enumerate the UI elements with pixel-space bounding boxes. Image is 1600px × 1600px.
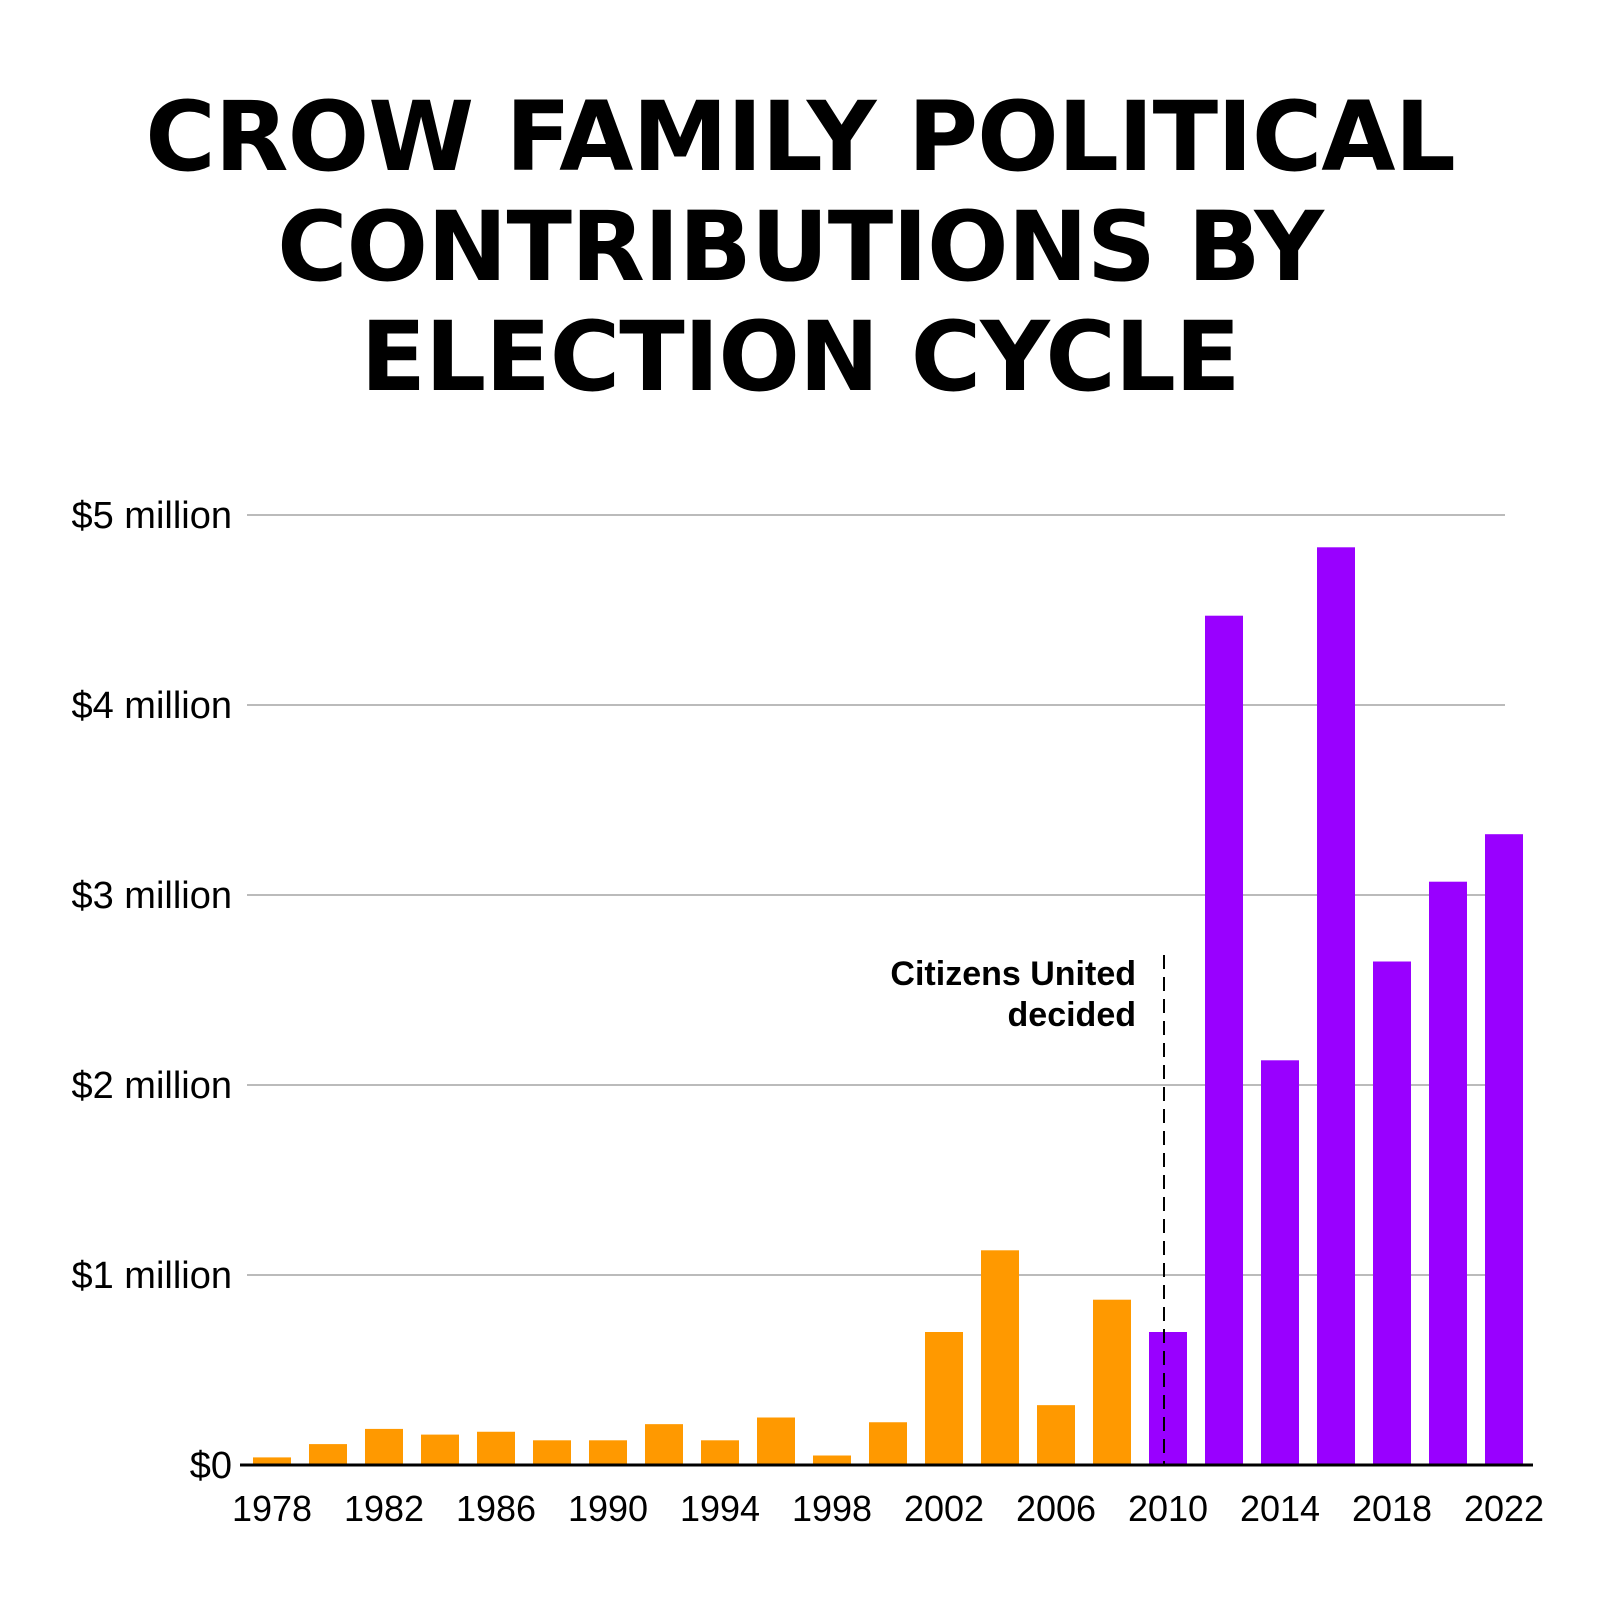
x-tick-label: 2014 bbox=[1240, 1488, 1320, 1529]
annotation-label-line-1: Citizens United bbox=[890, 955, 1136, 993]
bar bbox=[757, 1417, 795, 1465]
bar bbox=[1261, 1060, 1299, 1465]
y-axis-labels: $0 $1 million $2 million $3 million $4 milli… bbox=[71, 495, 232, 1487]
citizens-united-annotation: Citizens United decided bbox=[890, 955, 1165, 1465]
bar bbox=[309, 1444, 347, 1465]
bar bbox=[645, 1424, 683, 1465]
x-tick-label: 2018 bbox=[1352, 1488, 1432, 1529]
annotation-label-line-2: decided bbox=[1008, 996, 1136, 1034]
bar bbox=[1373, 961, 1411, 1465]
bar bbox=[421, 1434, 459, 1465]
y-tick-label: $1 million bbox=[71, 1255, 232, 1297]
x-axis-labels: 1978 1982 1986 1990 1994 1998 2002 2006 2010 2014… bbox=[232, 1488, 1544, 1529]
y-tick-label: $2 million bbox=[71, 1065, 232, 1107]
chart-title-line-3: ELECTION CYCLE bbox=[360, 301, 1240, 413]
bar bbox=[1205, 615, 1243, 1465]
bar bbox=[981, 1250, 1019, 1465]
x-tick-label: 2006 bbox=[1016, 1488, 1096, 1529]
x-tick-label: 1986 bbox=[456, 1488, 536, 1529]
y-tick-label: $5 million bbox=[71, 495, 232, 537]
bar bbox=[533, 1440, 571, 1465]
x-tick-label: 1994 bbox=[680, 1488, 760, 1529]
bar bbox=[1037, 1405, 1075, 1465]
x-tick-label: 2002 bbox=[904, 1488, 984, 1529]
chart-title-line-2: CONTRIBUTIONS BY bbox=[277, 191, 1324, 303]
y-tick-label: $0 bbox=[190, 1445, 232, 1487]
bar bbox=[1429, 881, 1467, 1465]
x-tick-label: 1982 bbox=[344, 1488, 424, 1529]
x-tick-label: 2010 bbox=[1128, 1488, 1208, 1529]
bar bbox=[477, 1431, 515, 1465]
bar bbox=[253, 1457, 291, 1465]
x-tick-label: 1998 bbox=[792, 1488, 872, 1529]
x-tick-label: 1978 bbox=[232, 1488, 312, 1529]
bar bbox=[925, 1332, 963, 1465]
x-tick-label: 1990 bbox=[568, 1488, 648, 1529]
bar bbox=[1317, 547, 1355, 1465]
bar bbox=[701, 1440, 739, 1465]
bar bbox=[1093, 1299, 1131, 1465]
bars bbox=[253, 547, 1523, 1465]
y-tick-label: $3 million bbox=[71, 875, 232, 917]
x-tick-label: 2022 bbox=[1464, 1488, 1544, 1529]
bar bbox=[1149, 1332, 1187, 1465]
gridlines bbox=[247, 514, 1505, 1276]
bar bbox=[813, 1455, 851, 1465]
chart-title: CROW FAMILY POLITICAL CONTRIBUTIONS BY E… bbox=[0, 82, 1600, 412]
y-tick-label: $4 million bbox=[71, 685, 232, 727]
bar bbox=[1485, 834, 1523, 1465]
bar bbox=[589, 1440, 627, 1465]
bar bbox=[869, 1422, 907, 1465]
bar bbox=[365, 1428, 403, 1465]
chart-title-line-1: CROW FAMILY POLITICAL bbox=[145, 81, 1456, 193]
